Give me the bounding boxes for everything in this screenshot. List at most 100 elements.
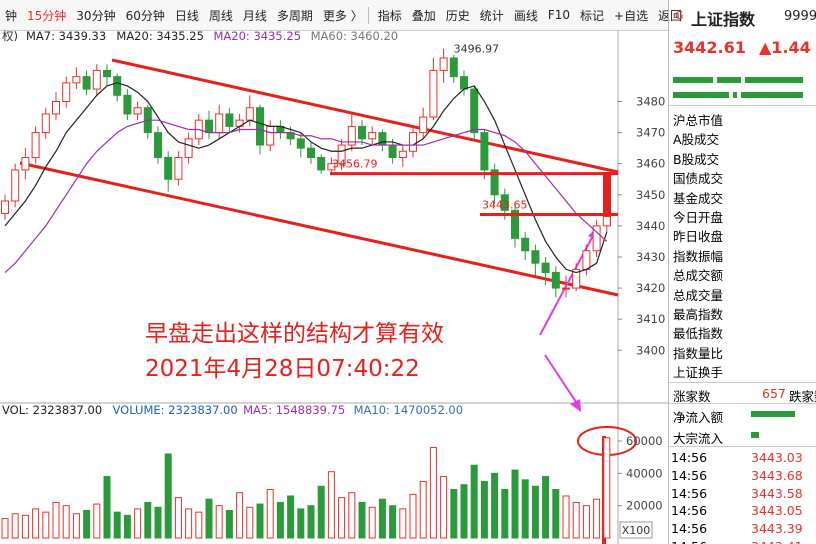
volume-bar: [205, 498, 213, 539]
trend-line: [19, 161, 619, 297]
volume-bar: [572, 501, 580, 539]
level-label: 3456.79: [332, 158, 378, 171]
volume-bar: [521, 479, 529, 539]
toolbar-button[interactable]: 更多 〉: [318, 6, 369, 24]
candle-body: [62, 82, 71, 103]
toolbar-button[interactable]: 返回: [658, 8, 683, 23]
volume-bar: [511, 469, 519, 539]
item-label: 上证换手: [673, 365, 724, 381]
volume-bar: [103, 476, 111, 539]
bar: [741, 92, 803, 98]
toolbar-button[interactable]: 日线: [174, 8, 199, 23]
volume-bar: [164, 453, 172, 539]
candle-body: [572, 268, 581, 289]
toolbar-button[interactable]: 指标: [377, 8, 402, 23]
toolbar-button[interactable]: 统计: [479, 8, 504, 23]
candle-body: [266, 125, 275, 146]
volume-bar: [348, 492, 356, 539]
down-label: 跌家数: [789, 389, 816, 404]
item-label: 基金成交: [673, 190, 724, 206]
ma-line: [4, 119, 608, 273]
toolbar-button[interactable]: 画线: [513, 8, 538, 23]
volume-bar: [317, 485, 325, 539]
toolbar: 钟 15分钟 30分钟 60分钟 日线 周线 月线 多周期 更多 〉指标 叠加 历史 统计 画线 F10 标…: [0, 0, 682, 31]
y-tick-label: 3480: [636, 95, 665, 109]
legend-item: MA60: 3460.20: [311, 29, 399, 43]
toolbar-button[interactable]: 多周期: [276, 8, 313, 23]
flow-label: 净流入额: [673, 410, 724, 425]
volume-bar: [236, 492, 244, 539]
candle-body: [52, 101, 60, 115]
toolbar-button[interactable]: 周线: [208, 8, 233, 23]
candle-body: [113, 76, 122, 96]
tick-price: 3443.05: [751, 503, 803, 519]
level-label: 3443.65: [482, 199, 528, 212]
y-tick-label: 3440: [636, 219, 665, 233]
volume-bar: [195, 511, 203, 539]
toolbar-button[interactable]: 历史: [445, 8, 470, 23]
candle-body: [521, 237, 530, 252]
up-label: 涨家数: [673, 389, 711, 404]
volume-bar: [542, 476, 550, 539]
candle-body: [531, 250, 540, 264]
toolbar-button[interactable]: 标记: [580, 8, 605, 23]
candle-body: [205, 119, 213, 134]
candle-body: [358, 125, 366, 140]
volume-bar: [266, 489, 274, 539]
candle-body: [123, 94, 132, 115]
candle-body: [184, 138, 193, 158]
volume-bar: [11, 513, 19, 539]
bar: [751, 432, 759, 438]
volume-bar: [1, 518, 9, 539]
candle-body: [562, 287, 570, 290]
volume-bar: [42, 511, 50, 539]
volume-bar: [582, 505, 590, 539]
toolbar-button[interactable]: F10: [547, 8, 570, 22]
candle-body: [174, 156, 183, 180]
volume-bar: [419, 480, 427, 539]
candle-body: [449, 57, 458, 78]
y-tick-label: 3450: [636, 188, 665, 202]
candle-body: [154, 132, 162, 158]
volume-bar: [123, 514, 131, 539]
volume-bar: [593, 498, 601, 539]
arrow: [544, 354, 579, 406]
toolbar-button[interactable]: 钟: [5, 8, 18, 23]
toolbar-button[interactable]: 15分钟: [27, 8, 67, 23]
candle-body: [41, 113, 50, 134]
toolbar-button[interactable]: 60分钟: [125, 8, 165, 23]
toolbar-button[interactable]: 30分钟: [76, 8, 116, 23]
y-tick-label: 3430: [636, 250, 665, 264]
legend-item: VOLUME: 2323837.00: [113, 403, 238, 417]
volume-bar: [297, 508, 305, 539]
candle-body: [164, 156, 173, 180]
unit-box: [619, 521, 653, 539]
candle-body: [419, 116, 428, 134]
candle-body: [582, 250, 591, 270]
legend-item: MA20: 3435.25: [116, 29, 204, 43]
volume-bar: [72, 513, 80, 539]
candle-body: [429, 69, 438, 118]
price: 3442.61: [673, 38, 746, 57]
tick-price: 3443.58: [751, 485, 803, 501]
volume-bar: [134, 508, 142, 539]
volume-bar: [552, 489, 560, 539]
candle-body: [1, 200, 9, 214]
toolbar-button[interactable]: 叠加: [411, 8, 436, 23]
candle-body: [11, 169, 20, 202]
volume-bar: [368, 506, 376, 539]
bar: [717, 77, 741, 83]
toolbar-button[interactable]: +自选: [614, 8, 649, 23]
change: ▲1.44: [759, 38, 811, 57]
ma-line: [4, 82, 608, 274]
toolbar-button[interactable]: 月线: [242, 8, 267, 23]
volume-bar: [52, 501, 60, 539]
volume-bar: [460, 484, 468, 539]
tick-time: 14:56: [671, 450, 708, 465]
peak-label: 3496.97: [454, 43, 500, 56]
volume-bar: [470, 464, 478, 539]
candle-body: [307, 147, 315, 158]
volume-bar: [144, 501, 152, 539]
candle-body: [439, 57, 448, 71]
y-tick-label: 3420: [636, 281, 665, 295]
